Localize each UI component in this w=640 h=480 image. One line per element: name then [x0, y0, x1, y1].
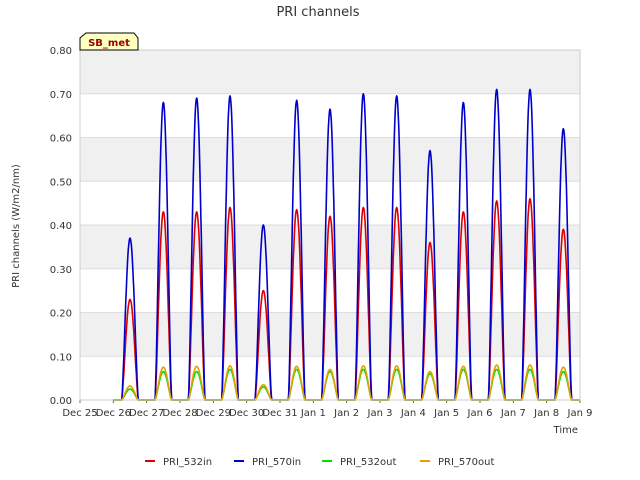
x-tick-label: Dec 31	[262, 408, 297, 419]
y-tick-label: 0.70	[50, 90, 72, 101]
x-tick-label: Jan 8	[533, 408, 559, 419]
y-tick-label: 0.10	[50, 352, 72, 363]
legend: PRI_532in PRI_570in PRI_532out PRI_570out	[145, 457, 494, 468]
plot-band	[80, 268, 580, 313]
plot-frame	[79, 49, 581, 401]
x-tick-label: Jan 6	[467, 408, 493, 419]
x-tick-label: Dec 27	[129, 408, 164, 419]
x-tick-label: Dec 29	[196, 408, 231, 419]
plot-band	[80, 50, 580, 94]
y-tick-label: 0.80	[50, 46, 72, 57]
x-tick-label: Dec 28	[162, 408, 197, 419]
x-tick-label: Dec 26	[96, 408, 131, 419]
x-tick-label: Dec 25	[62, 408, 97, 419]
x-tick-label: Jan 2	[333, 408, 359, 419]
plot-band	[80, 137, 580, 182]
x-tick-label: Jan 4	[400, 408, 426, 419]
y-tick-label: 0.30	[50, 265, 72, 276]
plot-band	[80, 356, 580, 400]
x-axis-label: Time	[553, 425, 578, 436]
x-tick-label: Jan 9	[567, 408, 593, 419]
chart-title: PRI channels	[276, 5, 359, 20]
legend-label-PRI_570in: PRI_570in	[252, 457, 301, 468]
y-tick-label: 0.60	[50, 134, 72, 145]
legend-label-PRI_532out: PRI_532out	[340, 457, 396, 468]
x-tick-label: Dec 30	[229, 408, 264, 419]
y-tick-label: 0.00	[50, 396, 72, 407]
y-axis-ticks: 0.00 0.10 0.20 0.30 0.40 0.50 0.60 0.70 0.80	[50, 46, 72, 407]
legend-label-PRI_532in: PRI_532in	[163, 457, 212, 468]
plot-band	[80, 225, 580, 269]
y-tick-label: 0.40	[50, 221, 72, 232]
y-axis-label: PRI channels (W/m2/nm)	[11, 164, 22, 288]
x-tick-label: Jan 1	[300, 408, 326, 419]
x-tick-label: Jan 7	[500, 408, 526, 419]
y-tick-label: 0.20	[50, 309, 72, 320]
plot-band	[80, 93, 580, 138]
station-label-shape	[79, 32, 139, 51]
x-tick-label: Jan 5	[433, 408, 459, 419]
legend-label-PRI_570out: PRI_570out	[438, 457, 494, 468]
station-label: SB_met	[88, 38, 130, 49]
y-tick-label: 0.50	[50, 177, 72, 188]
plot-band	[80, 312, 580, 357]
station-label-box: SB_met	[79, 32, 139, 51]
x-tick-label: Jan 3	[367, 408, 393, 419]
